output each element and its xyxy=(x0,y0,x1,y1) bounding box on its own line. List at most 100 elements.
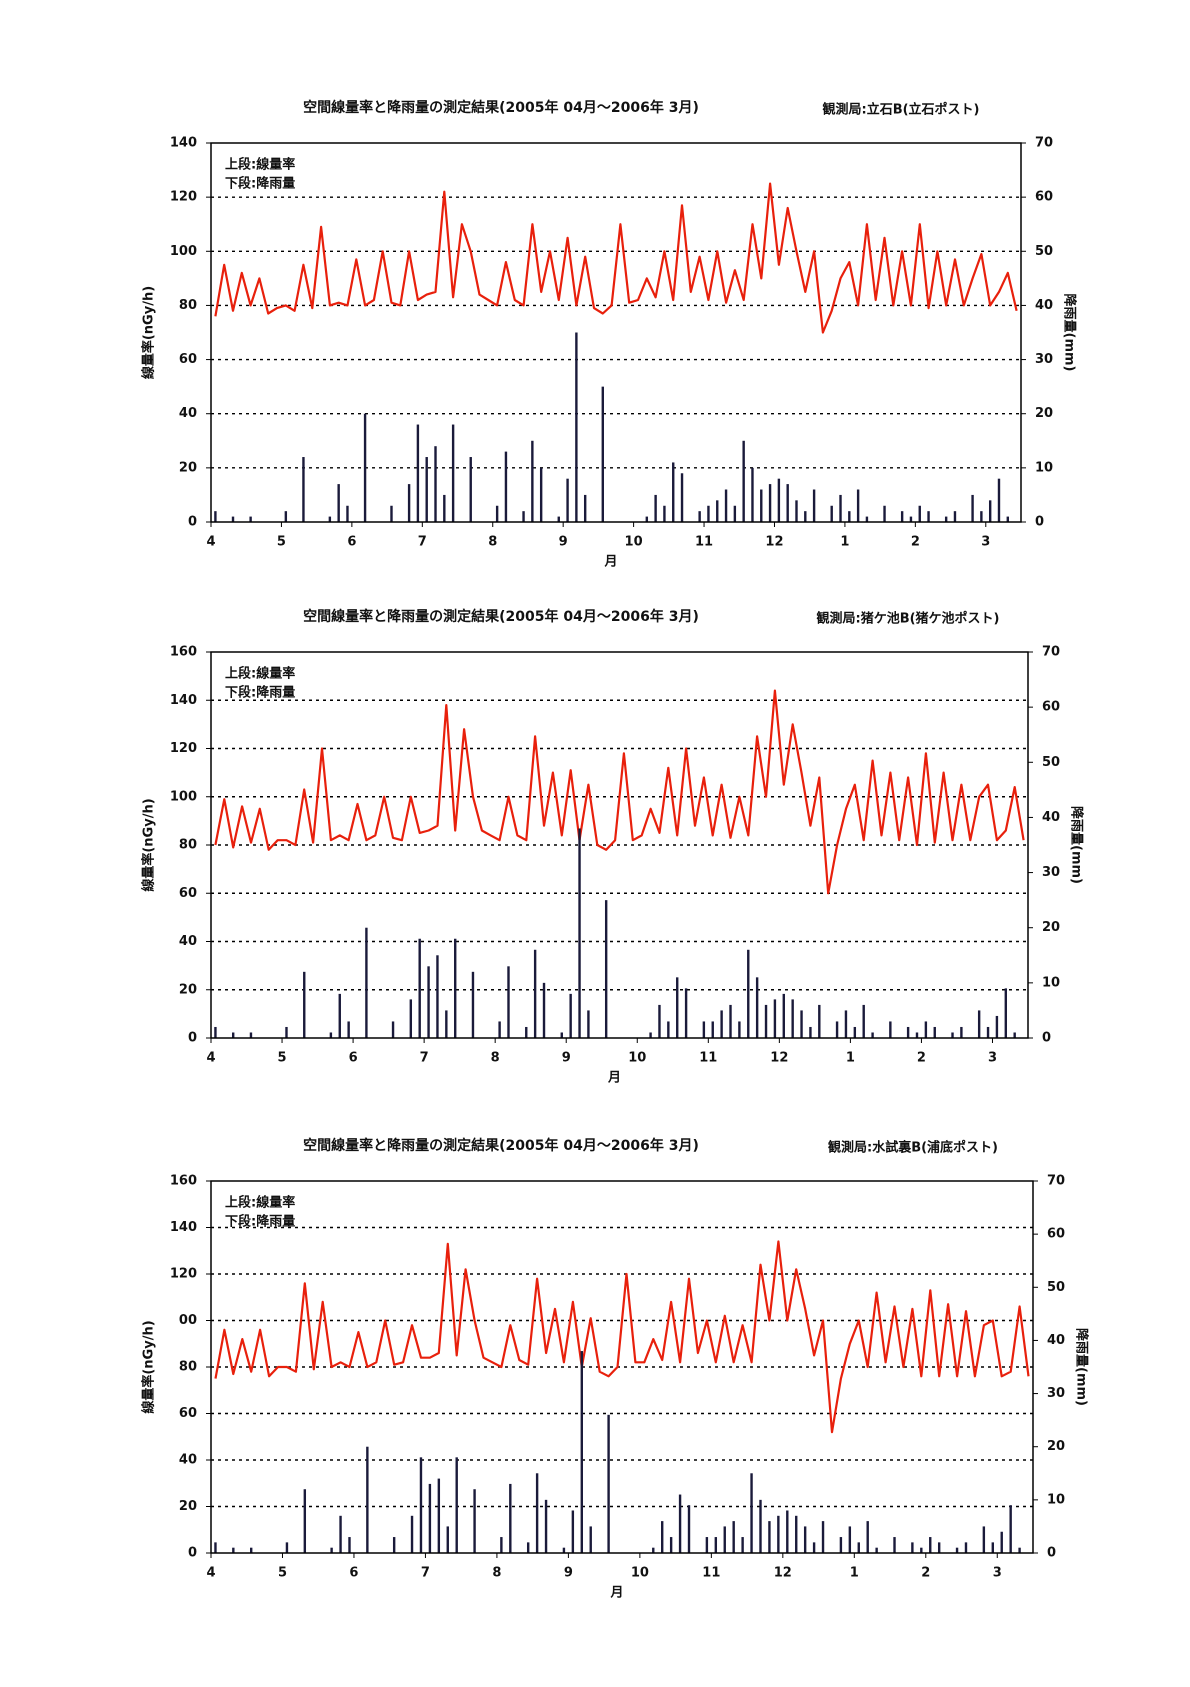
rain-bar xyxy=(741,1537,744,1553)
rain-bar xyxy=(649,1032,652,1038)
x-tick-label: 1 xyxy=(840,535,849,550)
rain-bar xyxy=(578,828,581,1038)
rain-bar xyxy=(777,478,781,522)
rain-bar xyxy=(232,1032,235,1038)
legend-label: 上段:線量率 xyxy=(225,666,295,682)
rain-bar xyxy=(409,999,413,1038)
rain-bar xyxy=(249,1032,253,1038)
rain-bar xyxy=(390,505,393,522)
rain-bar xyxy=(839,1537,843,1553)
rain-bar xyxy=(560,1032,563,1038)
y2-tick-label: 50 xyxy=(1047,1280,1065,1295)
rain-bar xyxy=(1004,988,1007,1038)
y-tick-label: 0 xyxy=(188,1031,197,1046)
x-tick-label: 6 xyxy=(349,1566,358,1581)
legend-label: 上段:線量率 xyxy=(225,157,295,173)
rain-bar xyxy=(658,1004,661,1038)
rain-bar xyxy=(604,900,608,1038)
rain-bar xyxy=(669,1537,673,1553)
rain-bar xyxy=(684,988,688,1038)
rain-bar xyxy=(284,511,288,522)
rain-bar xyxy=(853,1026,857,1038)
rain-bar xyxy=(589,1526,592,1553)
rain-bar xyxy=(786,1510,789,1553)
rain-bar xyxy=(601,386,604,522)
rain-bar xyxy=(473,1489,476,1553)
y-tick-label: 140 xyxy=(170,693,197,708)
rain-bar xyxy=(803,1526,807,1553)
rain-bar xyxy=(980,511,983,522)
rain-bar xyxy=(960,1026,963,1038)
rain-bar xyxy=(437,1478,441,1553)
rain-bar xyxy=(445,1010,448,1038)
rain-bar xyxy=(667,1021,670,1038)
rain-bar xyxy=(285,1026,288,1038)
x-tick-label: 2 xyxy=(921,1566,930,1581)
rain-bar xyxy=(951,1032,954,1038)
x-tick-label: 8 xyxy=(492,1566,501,1581)
y-tick-label: 100 xyxy=(170,244,197,259)
rain-bar xyxy=(1018,1547,1021,1553)
rain-bar xyxy=(844,1010,848,1038)
rain-bar xyxy=(711,1021,714,1038)
station: 観測局:猪ケ池B(猪ケ池ポスト) xyxy=(816,611,1000,627)
rain-bar xyxy=(804,511,807,522)
y2-tick-label: 40 xyxy=(1042,810,1060,825)
x-tick-label: 6 xyxy=(347,535,356,550)
rain-bar xyxy=(509,1483,512,1553)
y-tick-label: 0 xyxy=(188,1546,197,1561)
rain-bar xyxy=(795,1515,798,1553)
rain-bar xyxy=(777,1515,780,1553)
y-tick-label: 120 xyxy=(170,741,197,756)
rain-bar xyxy=(786,484,789,522)
legend-label: 下段:降雨量 xyxy=(225,176,295,192)
rain-bar xyxy=(557,516,560,522)
y2-axis-label: 降雨量(mm) xyxy=(1069,806,1085,884)
rain-bar xyxy=(455,1457,458,1553)
y2-tick-label: 0 xyxy=(1047,1546,1056,1561)
x-axis-label: 月 xyxy=(603,555,617,570)
rain-bar xyxy=(848,1526,852,1553)
y-tick-label: 120 xyxy=(170,1267,197,1282)
x-tick-label: 12 xyxy=(765,535,783,550)
x-tick-label: 2 xyxy=(911,535,920,550)
rain-bar xyxy=(835,1021,839,1038)
rain-bar xyxy=(724,489,728,522)
rain-bar xyxy=(865,516,869,522)
y2-tick-label: 30 xyxy=(1047,1386,1065,1401)
x-tick-label: 4 xyxy=(206,535,215,550)
rain-bar xyxy=(759,1499,762,1553)
rain-bar xyxy=(607,1414,610,1553)
rain-bar xyxy=(760,489,763,522)
station: 観測局:立石B(立石ポスト) xyxy=(822,102,980,118)
rain-bar xyxy=(927,511,930,522)
y-tick-label: 60 xyxy=(179,1406,197,1421)
rain-bar xyxy=(443,494,446,522)
rain-bar xyxy=(929,1537,932,1553)
rain-bar xyxy=(454,938,457,1038)
x-tick-label: 10 xyxy=(628,1051,646,1066)
legend-label: 下段:降雨量 xyxy=(225,685,295,701)
plot-frame xyxy=(210,651,1029,1039)
rain-bar xyxy=(495,505,499,522)
rain-bar xyxy=(680,473,684,522)
rain-bar xyxy=(587,1010,590,1038)
rain-bar xyxy=(871,1032,874,1038)
y2-axis-label: 降雨量(mm) xyxy=(1074,1328,1090,1406)
chart-title: 空間線量率と降雨量の測定結果(2005年 04月～2006年 3月) xyxy=(303,99,699,116)
x-tick-label: 10 xyxy=(631,1566,649,1581)
rain-bar xyxy=(434,446,437,522)
x-axis-label: 月 xyxy=(607,1071,621,1086)
rain-bar xyxy=(812,1542,816,1553)
rain-bar xyxy=(366,1446,369,1553)
y-tick-label: 160 xyxy=(170,1174,197,1189)
y2-tick-label: 0 xyxy=(1035,515,1044,530)
rain-bar xyxy=(1013,1032,1016,1038)
y-tick-label: 120 xyxy=(170,190,197,205)
rain-bar xyxy=(303,1489,307,1553)
rain-bar xyxy=(419,1457,423,1553)
rain-bar xyxy=(451,424,455,522)
rain-bar xyxy=(471,971,475,1038)
rain-bar xyxy=(531,440,534,522)
